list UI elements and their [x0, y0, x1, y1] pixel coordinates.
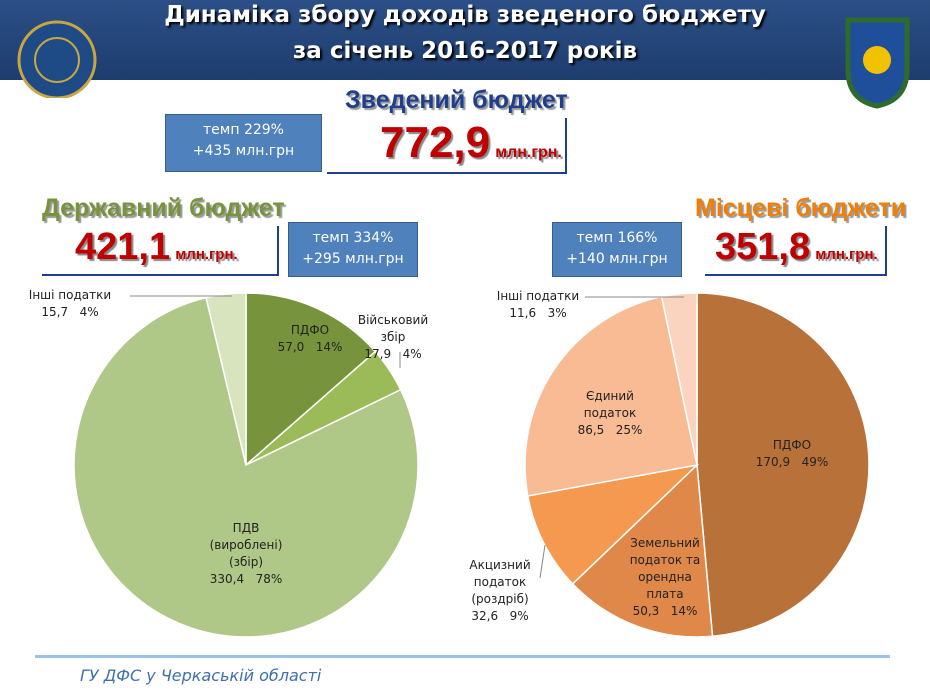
percent-label: 14%	[315, 340, 343, 354]
slice-label: Єдиний податок 86,5 25%	[550, 388, 670, 439]
footer: ГУ ДФС у Черкаській області	[80, 666, 322, 685]
value-label: 170,9	[755, 455, 791, 469]
percent-label: 49%	[801, 455, 829, 469]
category: Інші податки	[28, 288, 112, 302]
growth: темп 166%	[576, 230, 658, 246]
value-label: 330,4	[209, 572, 245, 586]
total: 351,8 млн.грн.	[715, 226, 878, 269]
value-label: 50,3	[632, 604, 660, 618]
footer-line	[35, 655, 890, 658]
unit: млн.грн.	[175, 246, 238, 263]
growth: темп 334%	[312, 230, 394, 246]
total-frame	[705, 226, 887, 276]
pie-slice	[526, 463, 700, 585]
slice-label: Інші податки 11,6 3%	[478, 288, 598, 322]
value-label: 32,6	[471, 609, 499, 623]
logo-left	[17, 20, 97, 98]
value-row: 86,5 25%	[550, 422, 670, 439]
total-value: 772,9	[380, 118, 491, 167]
value-label: 17,9	[364, 347, 392, 361]
total-frame	[42, 226, 279, 276]
logo-right	[845, 17, 910, 109]
category: Єдиний податок	[583, 389, 637, 420]
pie-slice	[73, 296, 419, 638]
pie-slice	[524, 295, 698, 497]
delta: +435 млн.грн	[192, 143, 295, 159]
percent-label: 4%	[402, 347, 422, 361]
slice-label: ПДФО 57,0 14%	[250, 322, 370, 356]
delta: +295 млн.грн	[302, 251, 404, 267]
leader-line	[539, 544, 546, 579]
pie-slice	[696, 292, 870, 638]
percent-label: 3%	[547, 306, 567, 320]
chart-title: Державний бюджет	[42, 194, 285, 222]
category: ПДФО	[290, 323, 330, 337]
slice-label: Інші податки 15,7 4%	[10, 287, 130, 321]
percent-label: 4%	[79, 305, 99, 319]
header-bar	[0, 0, 930, 80]
value-row: 15,7 4%	[10, 304, 130, 321]
pie-slice	[245, 292, 377, 467]
growth-box: темп 334% +295 млн.грн	[288, 222, 418, 277]
title-line: за січень 2016-2017 років	[292, 38, 638, 64]
value-label: 57,0	[277, 340, 305, 354]
slice-label: Військовий збір 17,9 4%	[333, 312, 453, 363]
slice-label: ПДФО 170,9 49%	[732, 437, 852, 471]
percent-label: 9%	[509, 609, 529, 623]
category: Військовий збір	[357, 313, 429, 344]
unit: млн.грн.	[495, 144, 562, 161]
total-value: 351,8	[715, 226, 811, 268]
slice-label: Земельний податок та орендна плата 50,3 1…	[605, 535, 725, 620]
value-row: 330,4 78%	[186, 571, 306, 588]
value-row: 32,6 9%	[440, 608, 560, 625]
value-label: 15,7	[41, 305, 69, 319]
category: ПДФО	[772, 438, 812, 452]
category: Акцизний податок (роздріб)	[469, 558, 531, 606]
total: 772,9 млн.грн.	[380, 118, 562, 168]
total: 421,1 млн.грн.	[75, 226, 238, 269]
growth-box: темп 229% +435 млн.грн	[165, 114, 322, 172]
category: Інші податки	[496, 289, 580, 303]
pie-slice	[571, 463, 714, 638]
value-row: 50,3 14%	[605, 603, 725, 620]
value-row: 57,0 14%	[250, 339, 370, 356]
category: ПДВ (вироблені) (збір)	[209, 521, 283, 569]
value-row: 11,6 3%	[478, 305, 598, 322]
value-label: 86,5	[577, 423, 605, 437]
growth: темп 229%	[203, 122, 284, 138]
growth-box: темп 166% +140 млн.грн	[552, 222, 682, 277]
slice-label: Акцизний податок (роздріб) 32,6 9%	[440, 557, 560, 625]
category: Земельний податок та орендна плата	[629, 536, 701, 601]
chart-title: Місцеві бюджети	[695, 194, 907, 222]
value-label: 11,6	[509, 306, 537, 320]
value-row: 170,9 49%	[732, 454, 852, 471]
percent-label: 25%	[615, 423, 643, 437]
summary-title: Зведений бюджет	[345, 86, 568, 114]
total-frame	[327, 118, 567, 174]
percent-label: 14%	[670, 604, 698, 618]
delta: +140 млн.грн	[566, 251, 668, 267]
total-value: 421,1	[75, 226, 171, 268]
value-row: 17,9 4%	[333, 346, 453, 363]
pie-slice	[205, 292, 247, 466]
unit: млн.грн.	[815, 246, 878, 263]
slice-label: ПДВ (вироблені) (збір) 330,4 78%	[186, 520, 306, 588]
title-line: Динаміка збору доходів зведеного бюджету	[164, 2, 766, 28]
percent-label: 78%	[255, 572, 283, 586]
